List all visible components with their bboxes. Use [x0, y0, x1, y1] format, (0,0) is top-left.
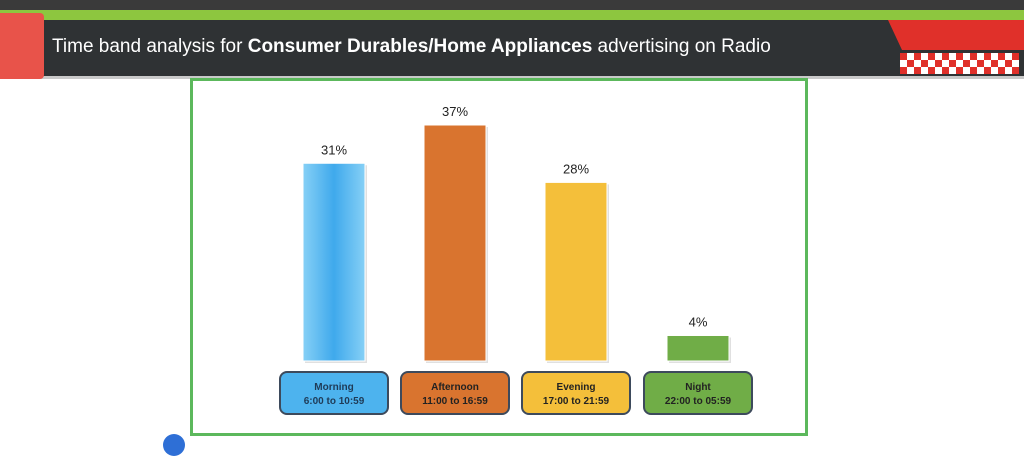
- header-bar: [0, 20, 1024, 79]
- value-label: 37%: [442, 104, 468, 119]
- top-green-stripe: [0, 10, 1024, 20]
- title-prefix: Time band analysis for: [52, 36, 248, 57]
- category-label: Afternoon: [431, 382, 479, 393]
- slide-title: Time band analysis for Consumer Durables…: [52, 32, 771, 62]
- value-label: 28%: [563, 161, 589, 176]
- bar-evening: [544, 181, 608, 362]
- value-label: 4%: [689, 314, 708, 329]
- value-label: 31%: [321, 142, 347, 157]
- category-box: [279, 371, 389, 415]
- bar-night: [666, 334, 730, 362]
- category-label: Night: [685, 382, 711, 393]
- title-bold: Consumer Durables/Home Appliances: [247, 36, 593, 57]
- checkered-flag-icon: [888, 20, 1024, 74]
- navigation-dot: [163, 434, 185, 456]
- category-time-range: 6:00 to 10:59: [304, 396, 365, 407]
- category-time-range: 22:00 to 05:59: [665, 396, 732, 407]
- title-suffix: advertising on Radio: [592, 36, 771, 57]
- category-time-range: 11:00 to 16:59: [422, 396, 488, 407]
- header-red-tab: [0, 13, 44, 79]
- category-box: [521, 371, 631, 415]
- bar-morning: [302, 162, 366, 362]
- category-label: Morning: [314, 382, 353, 393]
- category-box: [400, 371, 510, 415]
- category-label: Evening: [557, 382, 596, 393]
- category-time-range: 17:00 to 21:59: [543, 396, 610, 407]
- category-box: [643, 371, 753, 415]
- bar-chart: 31% Morning 6:00 to 10:59 37% Afternoon 11:00…: [279, 104, 753, 415]
- top-dark-strip: [0, 0, 1024, 10]
- bar-afternoon: [423, 124, 487, 362]
